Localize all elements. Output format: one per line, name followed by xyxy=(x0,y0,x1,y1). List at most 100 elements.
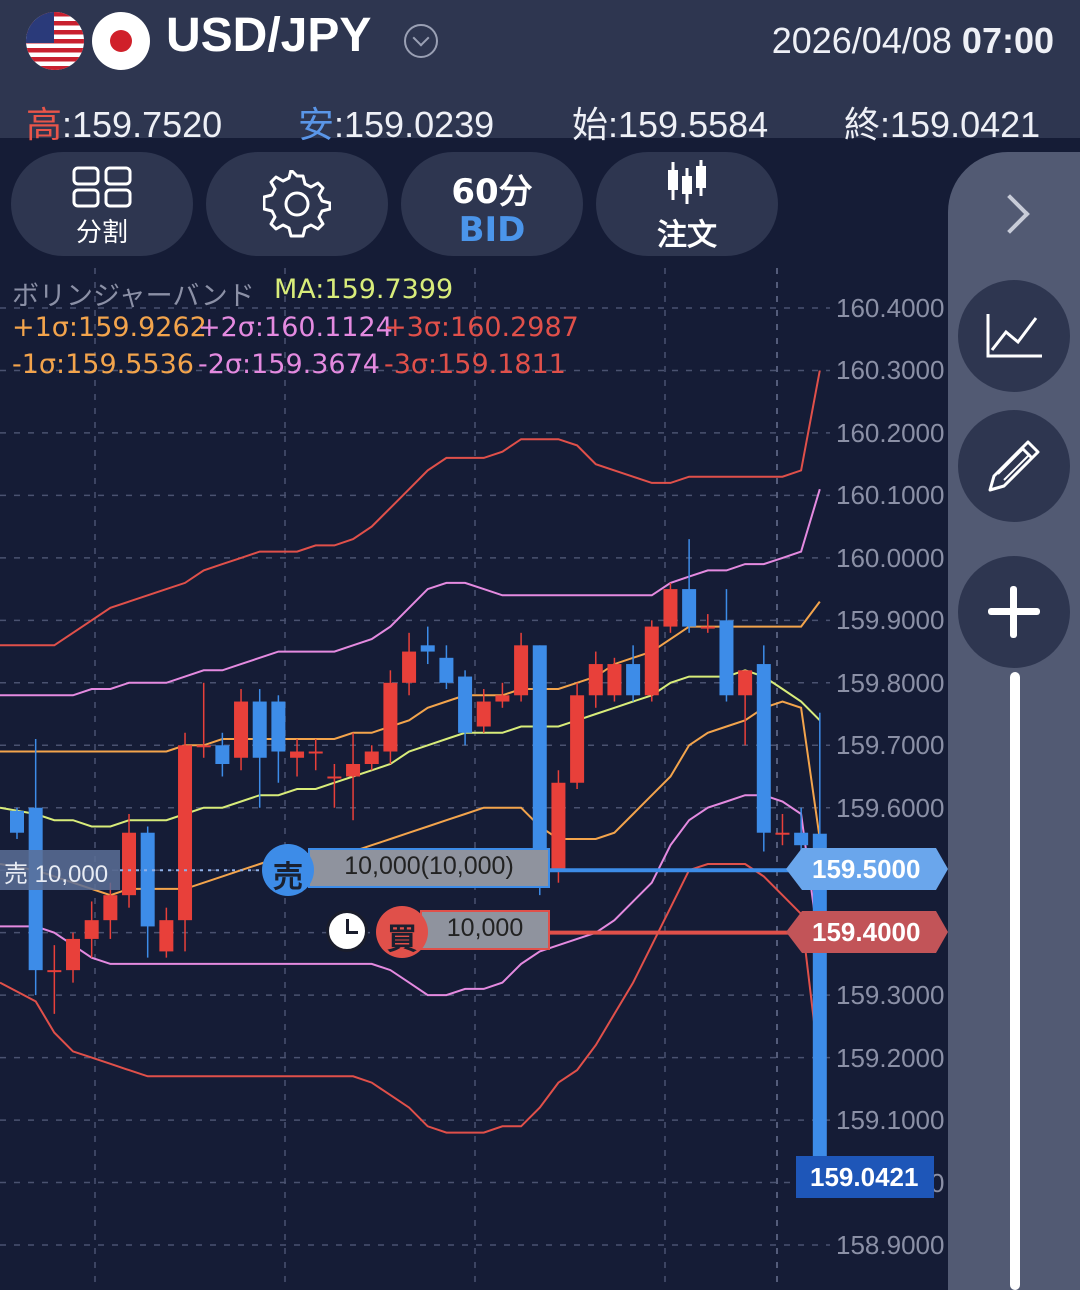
price-type-label: BID xyxy=(458,210,526,250)
pencil-icon xyxy=(988,440,1040,492)
candle-up xyxy=(159,920,174,952)
band-p1 xyxy=(0,601,821,753)
sell-order-qty: 10,000(10,000) xyxy=(344,852,514,880)
candle-up xyxy=(196,745,211,748)
candle-down xyxy=(794,832,809,846)
y-tick-label: 160.1000 xyxy=(836,480,945,511)
candle-up xyxy=(551,782,566,871)
band-ma xyxy=(0,669,821,828)
candle-up xyxy=(234,701,249,758)
candle-up xyxy=(66,938,81,971)
candle-up xyxy=(775,832,790,835)
buy-marker-text: 買 xyxy=(387,922,417,957)
buy-order-qty: 10,000 xyxy=(446,914,524,942)
settings-button[interactable] xyxy=(206,152,388,256)
sell-marker-text: 売 xyxy=(273,860,303,895)
zoom-slider[interactable] xyxy=(1010,672,1020,1290)
candle-down xyxy=(719,620,734,696)
chevron-down-icon[interactable] xyxy=(404,24,438,58)
candle-down xyxy=(458,676,473,733)
y-tick-label: 158.9000 xyxy=(836,1230,945,1260)
sell-order-box[interactable] xyxy=(308,848,550,888)
candle-down xyxy=(140,832,155,927)
timeframe-button[interactable]: 60分 BID xyxy=(401,152,583,256)
indicator-plus1: +1σ:159.9262 xyxy=(12,312,207,343)
indicator-name: ボリンジャーバンド xyxy=(12,281,255,312)
candle-up xyxy=(47,970,62,973)
candle-up xyxy=(103,895,118,921)
datetime: 2026/04/08 07:00 xyxy=(771,20,1054,61)
candle-up xyxy=(663,589,678,627)
candle-up xyxy=(346,764,361,777)
candle-up xyxy=(327,776,342,779)
split-label: 分割 xyxy=(75,218,128,248)
candle-down xyxy=(215,745,230,765)
candle-down xyxy=(682,589,697,627)
position-label[interactable] xyxy=(0,850,120,890)
candle-down xyxy=(626,664,641,696)
y-tick-label: 159.3000 xyxy=(836,980,945,1011)
indicator-button[interactable] xyxy=(958,280,1070,392)
candle-down xyxy=(271,701,286,752)
y-tick-label: 159.9000 xyxy=(836,605,945,636)
indicator-minus2: -2σ:159.3674 xyxy=(198,349,380,380)
indicator-plus3: +3σ:160.2987 xyxy=(384,312,579,343)
currency-pair[interactable]: USD/JPY xyxy=(166,9,372,62)
buy-marker[interactable] xyxy=(376,906,428,958)
candle-up xyxy=(700,626,715,629)
y-tick-label: 159.6000 xyxy=(836,792,945,823)
band-m3 xyxy=(0,863,821,1134)
candle-up xyxy=(588,664,603,696)
y-tick-label: 160.4000 xyxy=(836,293,945,323)
grid-split-icon xyxy=(72,166,132,208)
indicator-plus2: +2σ:160.1124 xyxy=(198,312,393,343)
candle-down xyxy=(10,810,24,833)
zoom-in-button[interactable] xyxy=(958,556,1070,668)
candle-up xyxy=(495,695,510,702)
candle-down xyxy=(532,645,547,871)
band-p2 xyxy=(0,488,821,697)
buy-order-box[interactable] xyxy=(420,910,550,950)
order-button[interactable]: 注文 xyxy=(596,152,778,256)
jp-flag-icon xyxy=(92,12,150,70)
indicator-minus1: -1σ:159.5536 xyxy=(12,349,194,380)
candle-up xyxy=(402,651,417,683)
ohlc-high: 高:159.7520 xyxy=(26,104,223,145)
chevron-right-icon[interactable] xyxy=(990,190,1036,236)
sell-marker[interactable] xyxy=(262,844,314,896)
clock-icon xyxy=(326,910,368,952)
us-flag-icon xyxy=(26,12,84,70)
ohlc-open: 始:159.5584 xyxy=(572,104,769,145)
candle-up xyxy=(290,751,305,758)
buy-price-tag[interactable]: 159.4000 xyxy=(812,917,921,947)
sell-price-tag-bg xyxy=(786,848,948,890)
candle-down xyxy=(756,664,771,833)
indicator-ma: MA:159.7399 xyxy=(274,274,454,305)
candle-up xyxy=(84,920,99,939)
timeframe-label: 60分 xyxy=(451,172,533,212)
gear-icon xyxy=(263,170,331,238)
candle-down xyxy=(252,701,267,758)
y-tick-label: 160.3000 xyxy=(836,355,945,386)
candle-up xyxy=(383,682,398,752)
candle-up xyxy=(476,701,491,727)
candle-down xyxy=(420,645,435,652)
candle-down xyxy=(439,657,454,683)
current-price-tag: 159.0421 xyxy=(810,1162,919,1192)
sell-price-tag[interactable]: 159.5000 xyxy=(812,854,921,884)
band-m2 xyxy=(0,794,821,997)
candle-up xyxy=(122,832,137,896)
y-tick-label: 159.7000 xyxy=(836,730,945,761)
draw-button[interactable] xyxy=(958,410,1070,522)
candle-up xyxy=(364,751,379,765)
candle-up xyxy=(178,745,193,921)
y-tick-label: 160.0000 xyxy=(836,542,945,573)
candle-up xyxy=(607,664,622,696)
split-button[interactable]: 分割 xyxy=(11,152,193,256)
position-label-text: 売 10,000 xyxy=(4,861,109,888)
buy-price-tag-bg xyxy=(786,911,948,953)
ohlc-close: 終:159.0421 xyxy=(844,104,1041,145)
y-tick-label: 159.2000 xyxy=(836,1042,945,1073)
order-label: 注文 xyxy=(657,218,717,253)
